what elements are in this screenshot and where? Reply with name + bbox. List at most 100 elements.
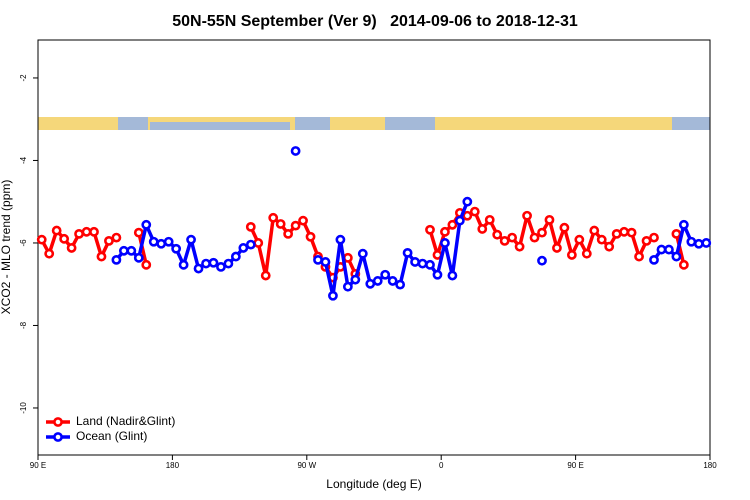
x-tick-label: 0 <box>439 461 444 470</box>
data-point <box>81 226 92 237</box>
data-point <box>544 214 555 225</box>
data-point <box>537 227 547 238</box>
x-tick-label: 90 E <box>30 461 46 470</box>
data-point <box>552 243 562 253</box>
data-point <box>201 258 211 269</box>
y-tick-label: -10 <box>19 402 28 414</box>
data-point <box>417 258 428 269</box>
data-point <box>619 226 630 237</box>
data-point <box>693 238 704 249</box>
data-point <box>671 228 682 239</box>
data-point <box>425 224 435 235</box>
data-point <box>141 259 152 270</box>
data-point <box>365 278 376 289</box>
data-point <box>51 225 62 236</box>
legend-marker <box>53 417 63 427</box>
data-point <box>89 226 99 237</box>
y-axis-label: XCO2 - MLO trend (ppm) <box>0 180 13 315</box>
legend-marker <box>53 432 63 442</box>
data-point <box>477 224 488 234</box>
data-point <box>462 210 473 221</box>
series-line <box>40 209 686 280</box>
data-point <box>320 257 331 267</box>
data-point <box>186 234 196 245</box>
data-point <box>447 219 458 230</box>
data-point <box>133 252 144 263</box>
map-strip <box>38 117 710 130</box>
data-point <box>440 226 450 237</box>
x-tick-label: 90 W <box>297 461 316 470</box>
data-point <box>66 243 77 253</box>
data-point <box>507 232 518 243</box>
data-point <box>372 276 383 286</box>
data-point <box>604 241 615 252</box>
data-point <box>44 248 55 259</box>
plot-frame <box>37 39 711 456</box>
data-point <box>686 236 697 247</box>
data-point <box>574 234 585 245</box>
data-point <box>260 270 271 281</box>
x-tick-label: 180 <box>166 461 180 470</box>
data-point <box>253 238 264 248</box>
data-point <box>96 251 107 262</box>
data-point <box>596 234 607 245</box>
data-point <box>36 234 47 245</box>
data-point <box>581 248 592 259</box>
data-point <box>522 210 532 221</box>
data-point <box>290 146 301 156</box>
data-point <box>447 270 458 281</box>
y-tick-label: -2 <box>19 74 28 82</box>
data-point <box>395 279 406 290</box>
x-tick-label: 180 <box>703 461 717 470</box>
data-point <box>245 239 256 250</box>
data-point <box>514 241 525 252</box>
data-point <box>111 232 122 243</box>
data-point <box>133 227 144 238</box>
chart-title: 50N-55N September (Ver 9) 2014-09-06 to … <box>172 13 578 30</box>
data-point <box>208 257 219 268</box>
data-point <box>350 274 361 285</box>
y-tick-label: -8 <box>19 321 28 329</box>
data-point <box>156 238 167 249</box>
data-point <box>357 248 368 259</box>
data-point <box>649 254 659 265</box>
data-point <box>283 228 294 239</box>
data-point <box>678 219 689 230</box>
data-point <box>148 236 159 247</box>
data-point <box>589 225 600 236</box>
data-point <box>492 229 503 240</box>
data-point <box>425 259 435 270</box>
data-point <box>671 251 682 262</box>
data-point <box>328 290 338 301</box>
data-point <box>74 228 84 239</box>
data-point <box>649 232 659 243</box>
data-point <box>335 234 346 245</box>
data-point <box>454 215 465 226</box>
data-point <box>462 196 473 207</box>
data-point <box>410 257 420 267</box>
data-point <box>193 263 204 274</box>
data-point <box>626 227 637 238</box>
data-point <box>664 244 674 255</box>
data-point <box>275 219 286 229</box>
data-point <box>499 235 510 246</box>
data-point <box>230 251 241 262</box>
series-line <box>115 201 707 298</box>
data-point <box>559 222 570 233</box>
data-point <box>701 238 712 248</box>
data-point <box>238 243 249 253</box>
data-point <box>171 243 182 254</box>
data-point <box>163 236 174 247</box>
series <box>36 206 689 283</box>
ocean-strip <box>672 117 710 130</box>
data-point <box>469 206 480 217</box>
data-point <box>305 231 316 242</box>
data-point <box>59 233 70 244</box>
data-point <box>104 235 114 246</box>
data-point <box>529 232 540 243</box>
data-point <box>402 247 413 258</box>
data-point <box>141 219 152 230</box>
ocean-strip <box>150 122 290 130</box>
data-point <box>641 235 652 246</box>
